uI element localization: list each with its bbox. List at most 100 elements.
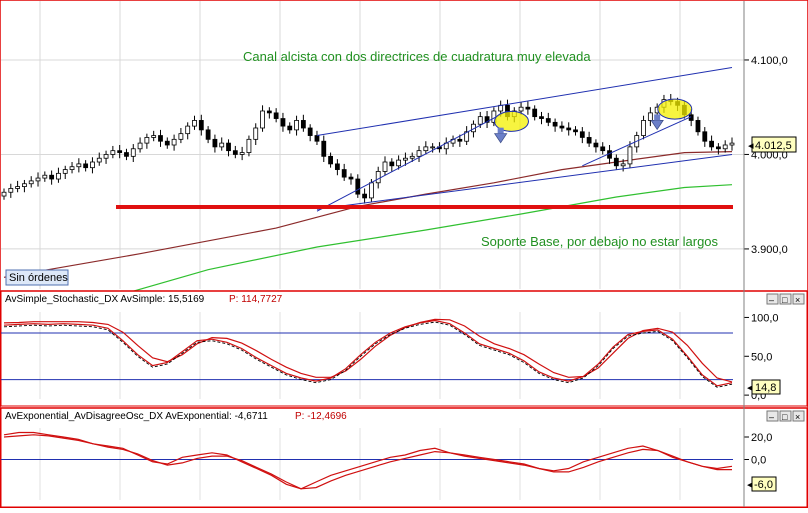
candle: [35, 172, 41, 187]
arrow-left-icon: ◂: [748, 140, 754, 152]
channel-line[interactable]: [582, 116, 692, 167]
candle: [552, 118, 558, 132]
highlight-ellipse[interactable]: [493, 110, 529, 132]
candle-body: [164, 140, 170, 146]
channel-line[interactable]: [316, 67, 733, 137]
candle-body: [600, 146, 606, 152]
candle: [600, 142, 606, 155]
ma-green-line: [99, 184, 733, 302]
candle-body: [110, 150, 116, 155]
minimize-icon: –: [769, 412, 774, 422]
candle: [246, 135, 252, 157]
stochastic-pane-buttons: – □ ×: [766, 293, 805, 305]
candle: [8, 183, 14, 198]
candle-body: [627, 146, 633, 165]
minimize-button[interactable]: [766, 293, 779, 305]
candle-body: [403, 157, 408, 161]
candle: [280, 112, 286, 132]
close-button[interactable]: [792, 293, 805, 305]
candle: [403, 152, 408, 166]
candle-body: [334, 163, 340, 170]
candle: [205, 126, 211, 144]
channel-line[interactable]: [316, 110, 508, 212]
candle-body: [280, 118, 286, 127]
candle: [83, 160, 89, 172]
candle: [212, 134, 218, 153]
candle: [219, 137, 225, 151]
candle: [287, 122, 293, 134]
y-tick-label: 0,0: [751, 455, 766, 467]
candle-body: [532, 108, 538, 118]
candle: [15, 180, 21, 193]
oscillator-header-p: P: -12,4696: [295, 411, 347, 422]
candle-body: [477, 116, 483, 125]
candle-body: [314, 135, 320, 142]
candle-body: [457, 138, 463, 142]
signal-line: [3, 318, 733, 383]
candle: [178, 127, 184, 144]
candle-body: [620, 163, 626, 167]
candle: [722, 140, 728, 153]
candle-body: [226, 142, 231, 152]
minimize-button[interactable]: [766, 410, 779, 422]
close-button[interactable]: [792, 410, 805, 422]
candle-body: [573, 129, 578, 133]
candle-body: [56, 172, 61, 180]
highlight-ellipse[interactable]: [657, 98, 693, 120]
candle: [647, 107, 653, 127]
candle-body: [130, 148, 136, 157]
candle: [627, 141, 633, 168]
candle: [110, 145, 116, 159]
candle-body: [15, 186, 21, 189]
candle: [239, 146, 245, 161]
candle: [307, 124, 313, 142]
candle-body: [566, 127, 572, 131]
stochastic-header: AvSimple_Stochastic_DX AvSimple: 15,5169: [5, 294, 205, 305]
maximize-icon: □: [782, 412, 788, 422]
candle: [355, 174, 361, 198]
candle: [545, 112, 551, 127]
candle: [273, 108, 279, 123]
candle: [137, 137, 143, 153]
candle: [579, 127, 585, 144]
arrow-left-icon: ◂: [747, 479, 753, 491]
ma-long-line: [3, 151, 733, 278]
stochastic-header-p: P: 114,7727: [229, 294, 283, 305]
candle-body: [62, 169, 68, 174]
candle: [103, 150, 109, 164]
candle-body: [294, 120, 299, 131]
candle: [341, 163, 347, 181]
stochastic-last-value-tag: ◂ 14,8: [747, 379, 781, 395]
candle-body: [464, 131, 470, 142]
candle: [396, 155, 402, 170]
candle: [715, 143, 721, 155]
candle-body: [151, 135, 157, 138]
candle: [130, 144, 136, 163]
candle-body: [641, 120, 646, 136]
channel-line[interactable]: [316, 153, 733, 210]
candle-body: [586, 137, 592, 144]
candle: [124, 148, 129, 161]
candle: [96, 152, 102, 166]
candle-body: [253, 127, 259, 140]
candle: [457, 134, 463, 147]
candle: [416, 145, 422, 163]
candle-body: [307, 127, 313, 136]
candle-body: [328, 155, 333, 165]
maximize-icon: □: [782, 295, 788, 305]
oscillator-pane: AvExponential_AvDisagreeOsc_DX AvExponen…: [0, 407, 808, 508]
maximize-button[interactable]: [779, 293, 792, 305]
maximize-button[interactable]: [779, 410, 792, 422]
status-badge[interactable]: Sin órdenes: [5, 269, 69, 286]
price-pane: Canal alcista con dos directrices de cua…: [1, 1, 797, 302]
candle-body: [212, 138, 218, 148]
y-tick-label: 4.100,0: [751, 55, 788, 67]
candle: [525, 101, 531, 115]
candle: [702, 127, 708, 147]
candle-body: [389, 161, 395, 167]
candle-body: [321, 140, 327, 157]
candle: [593, 139, 599, 153]
price-plot-area[interactable]: [1, 1, 744, 289]
down-arrow-icon: [497, 127, 504, 134]
